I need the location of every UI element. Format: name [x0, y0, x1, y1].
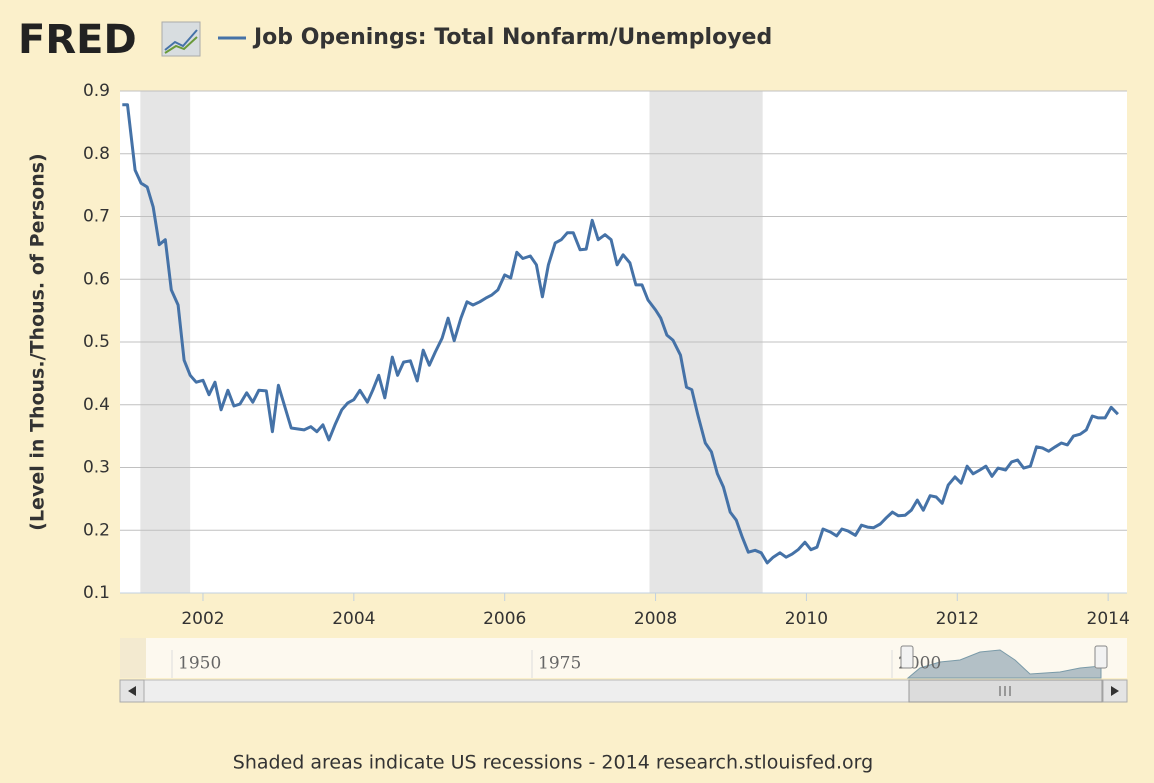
y-tick-label: 0.8 — [83, 144, 110, 164]
y-tick-label: 0.2 — [83, 520, 110, 540]
y-tick-label: 0.3 — [83, 458, 110, 478]
scroll-grip — [999, 686, 1011, 696]
data-line — [122, 103, 1119, 565]
navigator-handle[interactable] — [1094, 645, 1108, 669]
navigator: 1950 1975 2000 — [119, 638, 1128, 703]
x-tick-label: 2010 — [785, 609, 828, 629]
x-tick-label: 2014 — [1087, 609, 1130, 629]
logo: FRED — [18, 17, 137, 63]
x-tick-label: 2004 — [332, 609, 375, 629]
footer: Shaded areas indicate US recessions - 20… — [233, 752, 873, 774]
x-tick-label: 2002 — [181, 609, 224, 629]
navigator-label: 1950 — [178, 654, 221, 674]
y-tick-label: 0.9 — [83, 81, 110, 101]
x-tick-label: 2008 — [634, 609, 677, 629]
y-tick-label: 0.7 — [83, 207, 110, 227]
y-tick-label: 0.6 — [83, 269, 110, 289]
legend-label: Job Openings: Total Nonfarm/Unemployed — [252, 25, 772, 50]
navigator-handle[interactable] — [900, 645, 914, 669]
navigator-label: 1975 — [538, 654, 581, 674]
y-tick-label: 0.4 — [83, 395, 110, 415]
y-tick-label: 0.1 — [83, 583, 110, 603]
y-axis-label: (Level in Thous./Thous. of Persons) — [27, 153, 49, 530]
navigator-edge — [120, 638, 146, 678]
y-tick-label: 0.5 — [83, 332, 110, 352]
x-tick-label: 2012 — [936, 609, 979, 629]
logo-icon — [161, 21, 201, 57]
x-tick-label: 2006 — [483, 609, 526, 629]
